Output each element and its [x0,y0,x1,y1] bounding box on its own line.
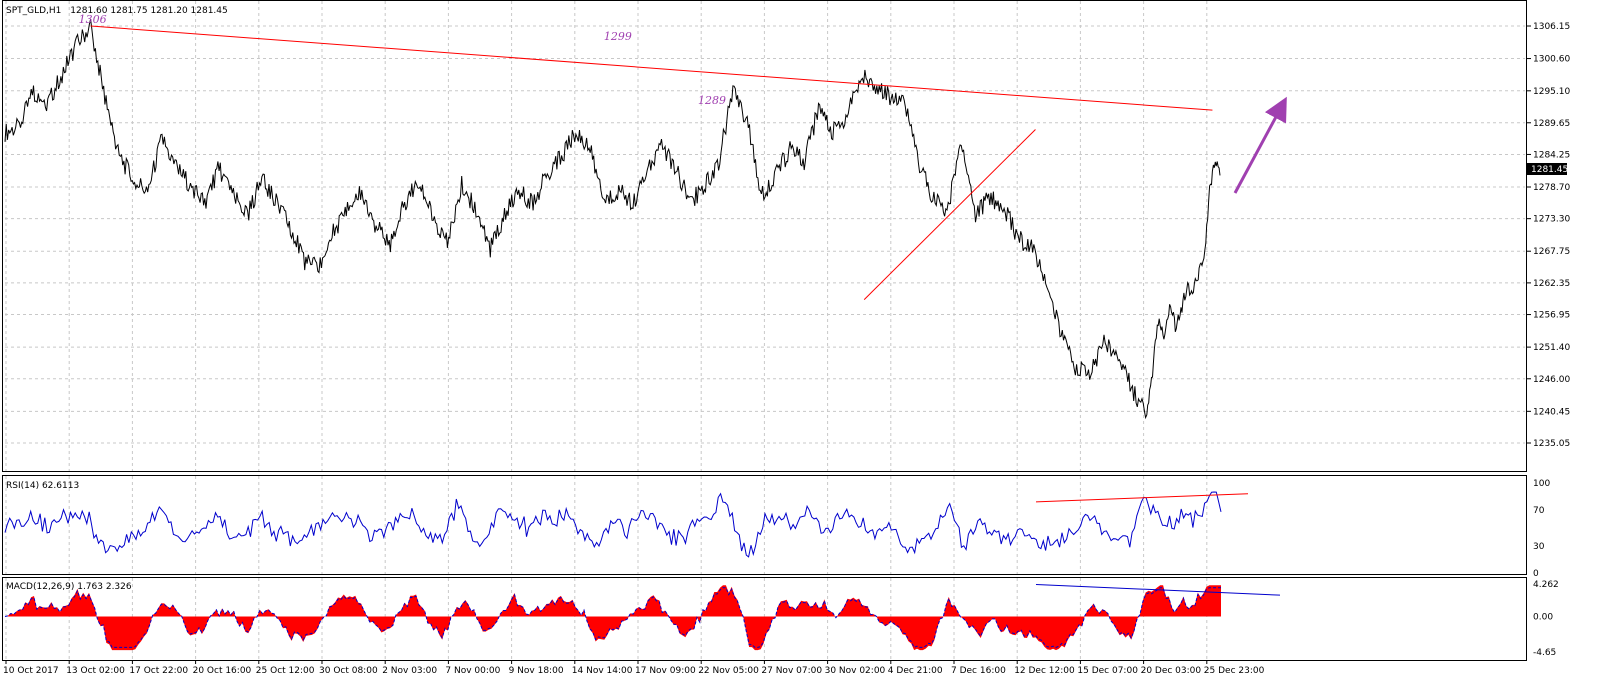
time-tick-label: 15 Dec 07:00 [1077,666,1138,676]
macd-histogram-area [5,585,1221,651]
time-tick-label: 17 Nov 09:00 [635,666,696,676]
rsi-panel-frame[interactable] [2,475,1527,575]
annotation-1306: 1306 [79,13,107,26]
price-tick-label: 1295.10 [1533,87,1570,97]
price-tick-label: 1240.45 [1533,407,1570,417]
time-tick-label: 4 Dec 21:00 [888,666,943,676]
rsi-axis-labels: 100 70 30 0 [1533,479,1550,579]
price-tick-label: 1235.05 [1533,439,1570,449]
macd-axis-labels: 4.262 0.00 -4.65 [1533,580,1559,658]
time-tick-label: 20 Oct 16:00 [193,666,252,676]
trendline-0[interactable] [90,25,1213,111]
current-price-tag: 1281.45 [1527,163,1568,175]
symbol-label: SPT_GLD,H1 1281.60 1281.75 1281.20 1281.… [6,6,228,16]
price-tick-label: 1256.95 [1533,311,1570,321]
time-tick-label: 7 Nov 00:00 [445,666,500,676]
price-tick-label: 1284.25 [1533,150,1570,160]
time-tick-label: 7 Dec 16:00 [951,666,1006,676]
price-series [4,19,1221,420]
rsi-line [4,491,1249,558]
price-line [4,19,1221,420]
time-tick-label: 20 Dec 03:00 [1141,666,1202,676]
annotation-1299: 1299 [604,30,632,43]
grid-lines [5,1,1525,660]
macd-tick-label: 4.262 [1533,580,1559,590]
price-tick-label: 1300.60 [1533,55,1570,65]
projection-arrow[interactable] [1233,96,1287,194]
rsi-tick-label: 70 [1533,506,1545,516]
time-tick-label: 25 Oct 12:00 [256,666,315,676]
time-tick-label: 13 Oct 02:00 [66,666,125,676]
time-tick-label: 10 Oct 2017 [3,666,59,676]
price-tick-label: 1273.30 [1533,215,1570,225]
price-tick-label: 1251.40 [1533,343,1570,353]
rsi-title: RSI(14) 62.6113 [6,481,79,491]
time-tick-label: 17 Oct 22:00 [129,666,188,676]
price-tick-label: 1262.35 [1533,279,1570,289]
price-tick-label: 1278.70 [1533,183,1570,193]
macd-tick-label: 0.00 [1533,613,1553,623]
time-axis-labels: 10 Oct 2017 13 Oct 02:00 17 Oct 22:00 20 Oc… [3,660,1265,676]
time-tick-label: 30 Oct 08:00 [319,666,378,676]
time-tick-label: 30 Nov 02:00 [825,666,886,676]
price-annotations: 1306 1299 1289 [79,13,726,107]
macd-title: MACD(12,26,9) 1.763 2.326 [6,582,132,592]
time-tick-label: 25 Dec 23:00 [1204,666,1265,676]
macd-signal-line [4,583,1281,649]
macd-signal-series [4,587,1221,649]
annotation-1289: 1289 [698,94,726,107]
price-panel-frame[interactable] [2,0,1527,472]
price-tick-label: 1246.00 [1533,375,1570,385]
trendlines[interactable] [90,25,1213,300]
price-axis-labels: 1306.15 1300.60 1295.10 1289.65 1284.25 1278.… [1527,22,1570,449]
rsi-tick-label: 30 [1533,542,1545,552]
price-tick-label: 1267.75 [1533,247,1570,257]
rsi-tick-label: 100 [1533,479,1550,489]
time-tick-label: 14 Nov 14:00 [572,666,633,676]
price-tick-label: 1306.15 [1533,22,1570,32]
rsi-trendline[interactable] [1035,493,1249,503]
time-tick-label: 12 Dec 12:00 [1014,666,1075,676]
macd-trendline[interactable] [1035,583,1281,596]
trendline-1[interactable] [863,129,1036,300]
current-price-label: 1281.45 [1531,165,1568,175]
time-tick-label: 2 Nov 03:00 [382,666,437,676]
macd-histogram [5,585,1221,651]
time-tick-label: 22 Nov 05:00 [698,666,759,676]
time-tick-label: 27 Nov 07:00 [761,666,822,676]
rsi-tick-label: 0 [1533,569,1539,579]
macd-tick-label: -4.65 [1533,648,1556,658]
time-tick-label: 9 Nov 18:00 [509,666,564,676]
ohlc-values: 1281.60 1281.75 1281.20 1281.45 [70,6,227,16]
rsi-series [4,491,1222,558]
symbol-title: SPT_GLD,H1 [6,6,61,16]
price-tick-label: 1289.65 [1533,119,1570,129]
